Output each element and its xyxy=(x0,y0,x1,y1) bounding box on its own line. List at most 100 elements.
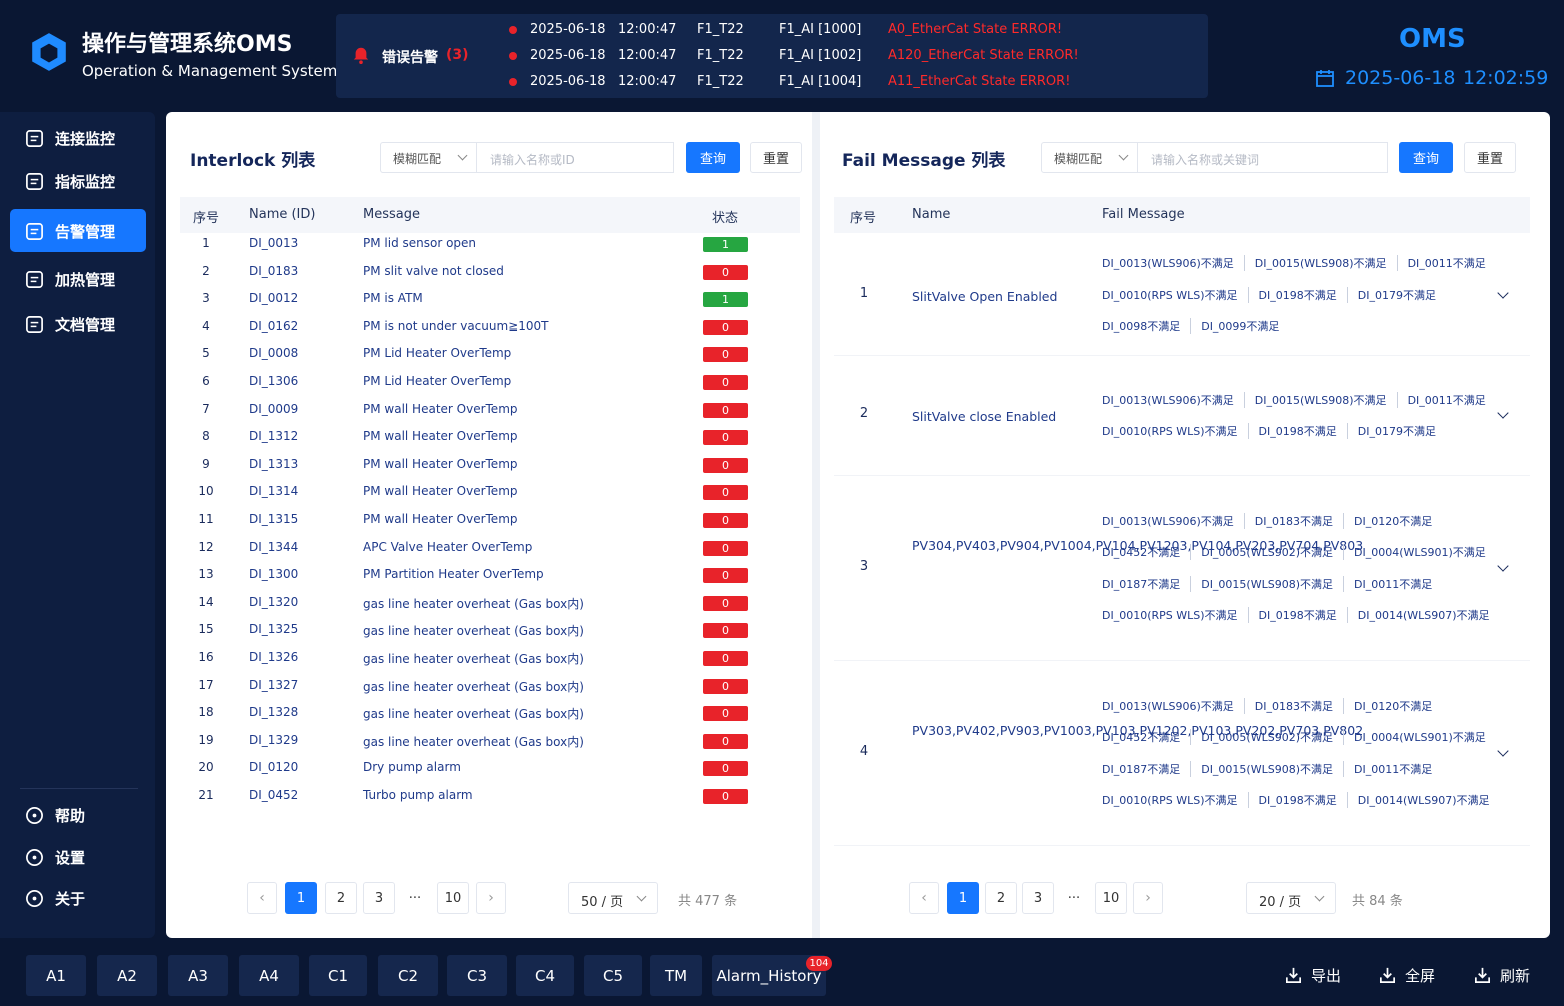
row-separator xyxy=(834,475,1530,476)
nav-item[interactable]: 加热管理 xyxy=(55,271,116,289)
tab[interactable]: A2 xyxy=(97,955,157,996)
page-button[interactable]: 10 xyxy=(437,882,469,914)
nav-item[interactable]: 指标监控 xyxy=(55,173,116,191)
nav-item[interactable]: 文档管理 xyxy=(55,316,116,334)
fail-item: DI_0014(WLS907)不满足 xyxy=(1346,792,1500,808)
row-message: PM Lid Heater OverTemp xyxy=(363,374,512,388)
nav-item[interactable]: 帮助 xyxy=(55,807,86,825)
nav-icon xyxy=(25,806,44,825)
action-button[interactable]: 刷新 xyxy=(1500,967,1531,985)
tab[interactable]: A3 xyxy=(168,955,228,996)
nav-item[interactable]: 告警管理 xyxy=(55,223,116,241)
column-header: 序号 xyxy=(193,211,220,226)
fail-item: DI_0004(WLS901)不满足 xyxy=(1343,729,1496,745)
page-prev[interactable]: ‹ xyxy=(247,882,277,914)
tab[interactable]: A1 xyxy=(26,955,86,996)
fail-item: DI_0013(WLS906)不满足 xyxy=(1102,393,1234,407)
nav-item[interactable]: 设置 xyxy=(55,849,86,867)
alarm-cell: 2025-06-18 xyxy=(530,48,606,63)
match-select[interactable]: 模糊匹配 xyxy=(380,142,477,173)
app-title: 操作与管理系统OMS xyxy=(82,32,293,57)
tab[interactable]: C1 xyxy=(309,955,367,996)
fail-item: DI_0187不满足 xyxy=(1102,577,1181,591)
chevron xyxy=(1118,150,1129,161)
nav-active-bg xyxy=(10,209,146,252)
chevron xyxy=(636,891,647,902)
fail-line: DI_0010(RPS WLS)不满足 DI_0198不满足 DI_0179不满足 xyxy=(1102,423,1446,439)
row-message: PM wall Heater OverTemp xyxy=(363,429,518,444)
row-id: DI_1315 xyxy=(249,512,299,526)
tab[interactable]: C3 xyxy=(447,955,507,996)
page-button[interactable]: 1 xyxy=(285,882,317,914)
nav-icon-svg xyxy=(26,130,43,147)
action-button[interactable]: 全屏 xyxy=(1405,967,1436,985)
tab[interactable]: C4 xyxy=(516,955,574,996)
expand-chevron[interactable] xyxy=(1497,286,1509,299)
row-number: 20 xyxy=(198,760,214,775)
fail-item: DI_0179不满足 xyxy=(1346,286,1446,303)
status-pill: 0 xyxy=(703,595,748,611)
status-pill: 0 xyxy=(703,430,748,446)
tab[interactable]: TM xyxy=(650,955,702,996)
fail-item: DI_0183不满足 xyxy=(1243,697,1343,714)
chevron xyxy=(1314,891,1325,902)
page-next[interactable]: › xyxy=(1133,882,1163,914)
row-id: DI_0012 xyxy=(249,291,299,306)
page-next[interactable]: › xyxy=(476,882,506,914)
alarm-cell: A0_EtherCat State ERROR! xyxy=(888,22,1063,37)
page-prev[interactable]: ‹ xyxy=(909,882,939,914)
row-id: DI_1325 xyxy=(249,622,299,637)
row-number: 2 xyxy=(859,406,869,421)
page-button[interactable]: 3 xyxy=(363,882,395,914)
row-message: gas line heater overheat (Gas box内) xyxy=(363,624,584,639)
row-id: DI_0008 xyxy=(249,346,299,361)
status-pill: 0 xyxy=(703,733,748,749)
nav-item[interactable]: 连接监控 xyxy=(55,130,116,148)
search-button[interactable]: 查询 xyxy=(686,142,740,173)
row-separator xyxy=(834,845,1530,846)
fail-item: DI_0010(RPS WLS)不满足 xyxy=(1102,288,1238,302)
reset-button[interactable]: 重置 xyxy=(750,142,802,173)
search-input[interactable]: 请输入名称或ID xyxy=(476,142,674,173)
expand-chevron[interactable] xyxy=(1497,559,1509,572)
fail-item: DI_0013(WLS906)不满足 xyxy=(1102,699,1234,713)
page-button[interactable]: 1 xyxy=(947,882,979,914)
tab[interactable]: C2 xyxy=(378,955,438,996)
alarm-cell: F1_AI [1000] xyxy=(779,22,862,37)
search-button[interactable]: 查询 xyxy=(1399,142,1453,173)
expand-chevron[interactable] xyxy=(1497,407,1509,419)
row-message: gas line heater overheat (Gas box内) xyxy=(363,679,584,694)
tab[interactable]: C5 xyxy=(584,955,642,996)
alarm-cell: 2025-06-18 xyxy=(530,22,606,37)
chevron xyxy=(457,150,468,161)
header-date: 2025-06-18 xyxy=(1345,67,1456,89)
tab[interactable]: A4 xyxy=(239,955,299,996)
page-size[interactable]: 50 / 页 xyxy=(568,882,658,914)
page-button[interactable]: 3 xyxy=(1022,882,1054,914)
page-size[interactable]: 20 / 页 xyxy=(1246,882,1336,914)
page-button[interactable]: 2 xyxy=(985,882,1017,914)
alarm-cell: F1_T22 xyxy=(697,48,744,63)
action-button[interactable]: 导出 xyxy=(1311,967,1342,985)
page-button[interactable]: 2 xyxy=(325,882,357,914)
page-button[interactable]: 10 xyxy=(1095,882,1127,914)
tab[interactable]: Alarm_History xyxy=(712,955,826,996)
alarm-cell: F1_T22 xyxy=(697,74,744,89)
status-pill: 0 xyxy=(703,623,748,639)
row-number: 5 xyxy=(202,346,210,361)
row-number: 8 xyxy=(202,429,210,444)
page-size-text: 50 / 页 xyxy=(581,895,624,910)
row-message: gas line heater overheat (Gas box内) xyxy=(363,734,584,749)
row-name: PV303,PV402,PV903,PV1003,PV103,PV1202,PV… xyxy=(912,722,1364,738)
status-pill: 0 xyxy=(703,264,748,280)
fail-item: DI_0011不满足 xyxy=(1343,760,1442,777)
alarm-box: 错误告警 (3) 2025-06-18 12:00:47 F1_T22 F1_AI [10… xyxy=(336,14,1208,98)
reset-button[interactable]: 重置 xyxy=(1464,142,1516,173)
column-header: 序号 xyxy=(850,211,877,226)
row-id: DI_1327 xyxy=(249,677,299,692)
nav-item[interactable]: 关于 xyxy=(55,890,86,908)
expand-chevron[interactable] xyxy=(1497,744,1509,757)
match-select[interactable]: 模糊匹配 xyxy=(1041,142,1138,173)
search-input[interactable]: 请输入名称或关键词 xyxy=(1137,142,1388,173)
nav-icon xyxy=(25,172,44,191)
